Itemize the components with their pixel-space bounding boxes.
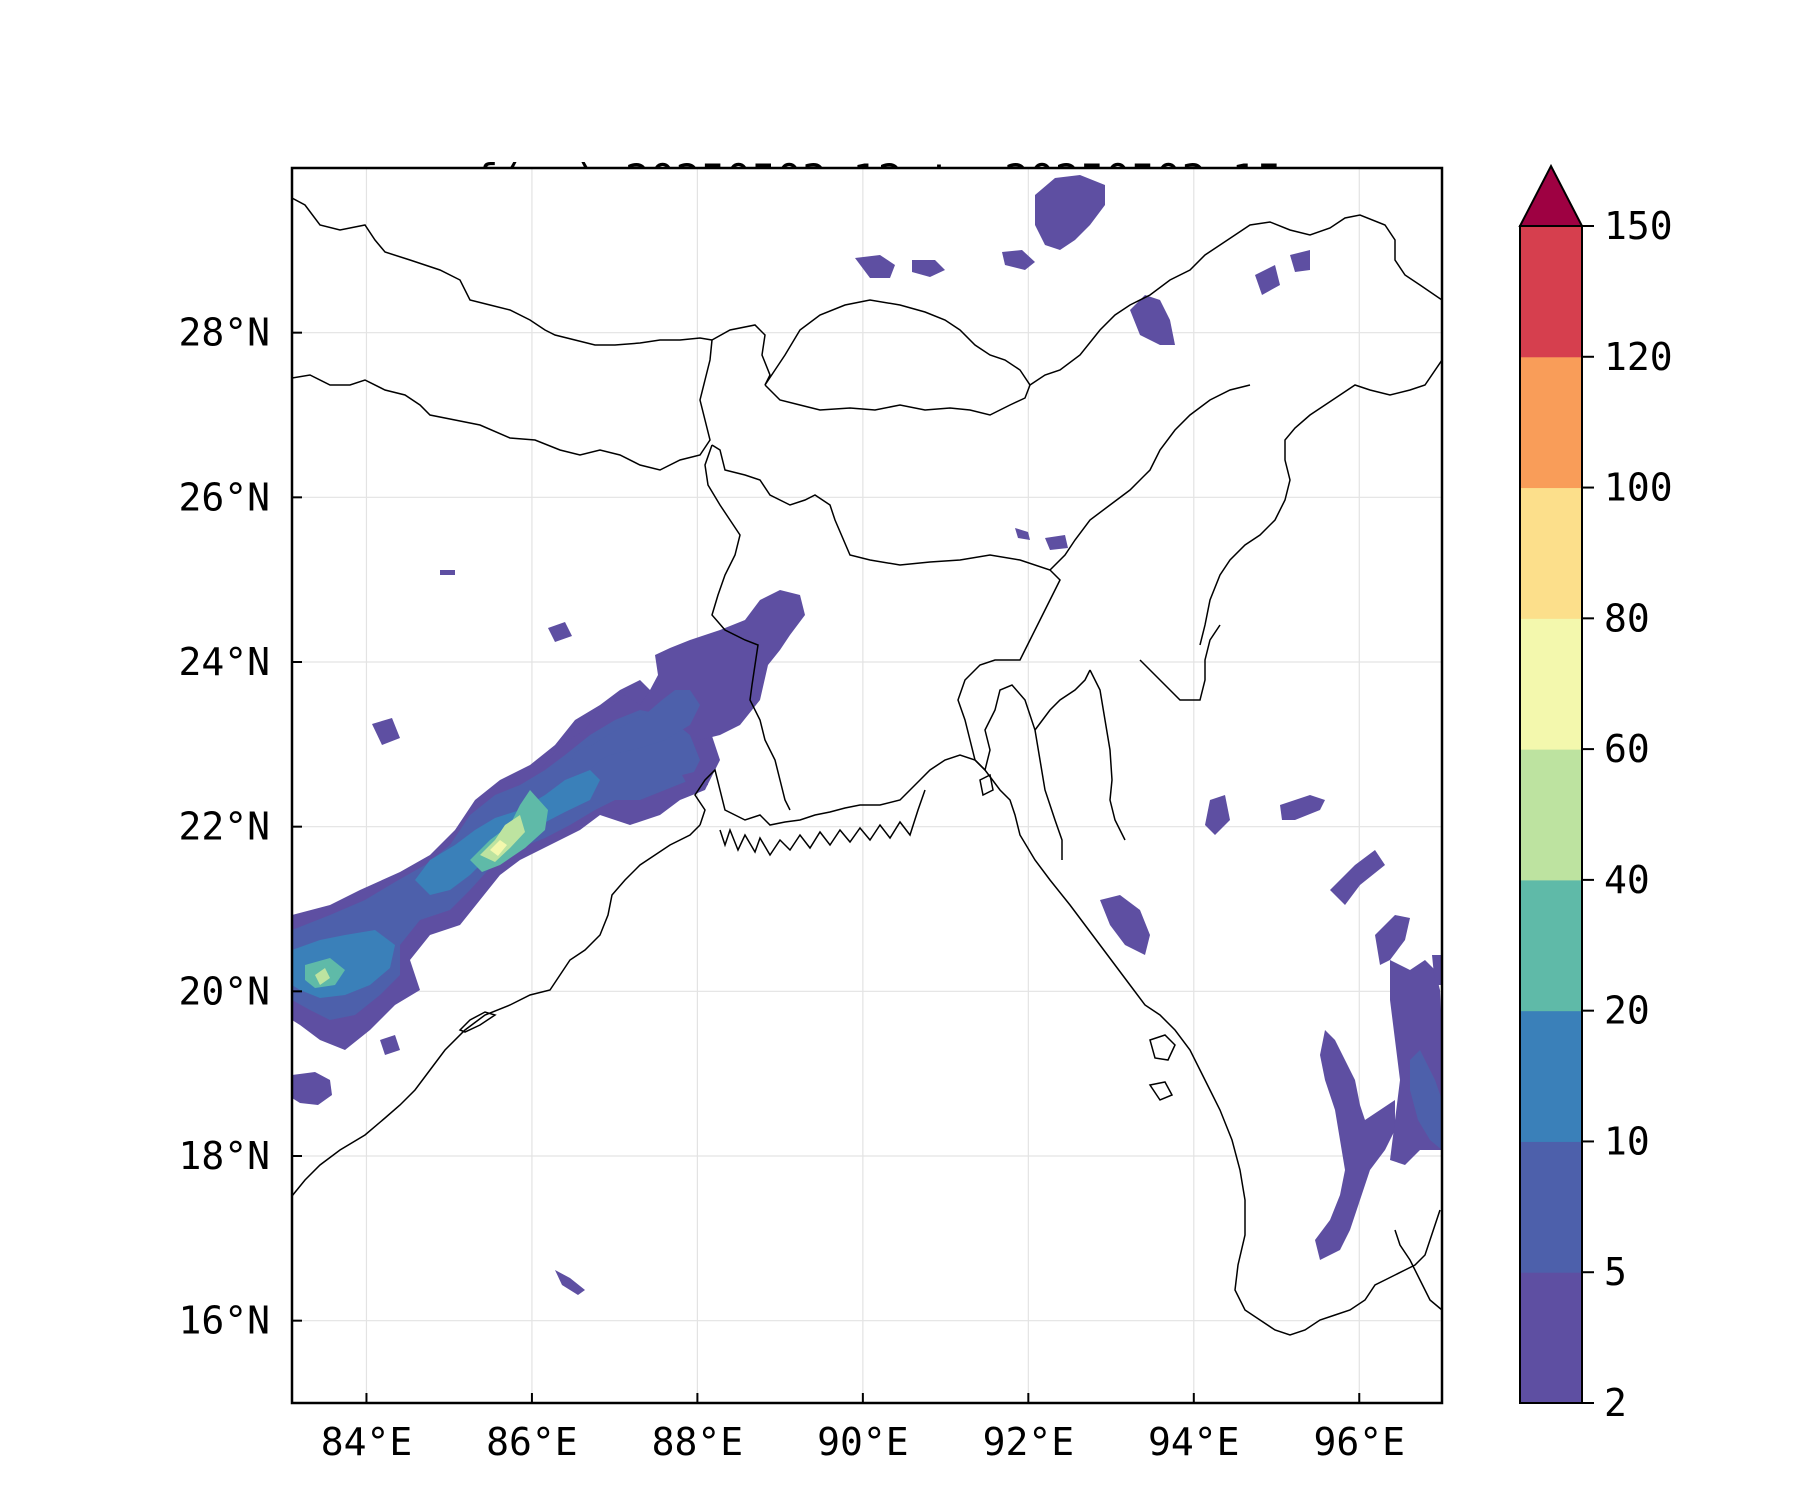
rain-patch-n-5 — [568, 745, 600, 775]
colorbar-tick-label: 5 — [1604, 1250, 1627, 1294]
y-tick-label: 20°N — [178, 969, 270, 1013]
colorbar-bin — [1520, 487, 1582, 619]
coastline-chilika — [458, 1011, 497, 1033]
map-frame — [290, 166, 1444, 1405]
colorbar-tick-label: 80 — [1604, 596, 1650, 640]
colorbar-bin — [1520, 356, 1582, 489]
colorbar-tick-label: 60 — [1604, 727, 1650, 771]
island-hatiya — [979, 773, 994, 797]
rain-patch-odisha-small — [380, 1035, 400, 1055]
rain-patch-bay — [555, 1270, 585, 1295]
x-tick-label: 88°E — [652, 1420, 744, 1464]
x-tick-label: 94°E — [1148, 1420, 1240, 1464]
rain-patch-assam — [1015, 528, 1030, 540]
x-tick-label: 86°E — [486, 1420, 578, 1464]
border-bangladesh-west — [704, 444, 791, 811]
colorbar-tick-label: 100 — [1604, 466, 1673, 510]
coastlines-borders — [292, 197, 1442, 1336]
border-bangladesh — [711, 444, 1063, 860]
rain-patch-mizoram — [1205, 795, 1230, 835]
border-arunachal-north — [1029, 214, 1442, 386]
coastline-bengal — [694, 754, 1441, 1336]
rain-patch-tibet4 — [1002, 250, 1035, 270]
rain-patch-myanmar-ne — [1330, 850, 1385, 905]
x-tick-label: 96°E — [1314, 1420, 1406, 1464]
island-ramree — [1148, 1081, 1174, 1101]
colorbar-extend-triangle — [1518, 163, 1584, 227]
y-tick-label: 18°N — [178, 1134, 270, 1178]
border-sikkim — [711, 324, 771, 386]
colorbar-tick-label: 20 — [1604, 989, 1650, 1033]
colorbar: 2 5 10 20 40 60 80 100 120 150 — [1518, 163, 1673, 1425]
rain-patch-arunachal2 — [1255, 265, 1280, 295]
x-tick-label: 84°E — [321, 1420, 413, 1464]
colorbar-frame — [1519, 225, 1583, 1404]
x-tick-label: 90°E — [817, 1420, 909, 1464]
delta-creeks — [719, 789, 926, 857]
y-tick-label: 28°N — [178, 311, 270, 355]
colorbar-bin — [1520, 1141, 1582, 1273]
island-cheduba — [1149, 1034, 1176, 1061]
y-tick-labels: 16°N 18°N 20°N 22°N 24°N 26°N 28°N — [178, 311, 270, 1343]
rain-patch-arunachal3 — [1290, 250, 1310, 272]
border-myanmar-north — [1199, 359, 1442, 646]
rain-patch-tibet3 — [912, 260, 945, 277]
border-myanmar-east — [1394, 1229, 1442, 1311]
rain-band-myanmar-e5 — [1410, 1050, 1442, 1150]
rain-band-ne — [540, 590, 805, 770]
y-tick-label: 26°N — [178, 475, 270, 519]
rain-patch-jh2 — [548, 622, 572, 642]
x-tick-labels: 84°E 86°E 88°E 90°E 92°E 94°E 96°E — [321, 1420, 1405, 1464]
rain-patch-sw — [292, 1072, 332, 1105]
colorbar-bin — [1520, 1272, 1582, 1404]
y-tick-label: 22°N — [178, 805, 270, 849]
rain-patch-tibet1 — [1035, 175, 1105, 250]
rain-core-60 — [490, 840, 507, 856]
colorbar-tick-label: 2 — [1604, 1381, 1627, 1425]
border-tripura — [1034, 669, 1091, 731]
colorbar-tick-label: 120 — [1604, 335, 1673, 379]
colorbar-tick-label: 40 — [1604, 858, 1650, 902]
rain-patch-ne-5 — [570, 690, 700, 765]
rain-patch-jh1 — [372, 718, 400, 745]
border-manipur — [1139, 624, 1221, 701]
rain-patch-tibet2 — [855, 255, 895, 278]
rain-patch-arunachal — [1130, 295, 1175, 345]
rainfall-field — [292, 175, 1442, 1295]
coastline-india-east — [292, 824, 701, 1197]
colorbar-bin — [1520, 618, 1582, 750]
colorbar-tick-label: 150 — [1604, 204, 1673, 248]
y-tick-label: 24°N — [178, 640, 270, 684]
colorbar-bin — [1520, 1010, 1582, 1142]
rain-patch-bay-small — [1432, 955, 1442, 985]
rain-core-40b — [315, 968, 330, 985]
border-bhutan — [764, 299, 1031, 416]
rain-patch-myanmar-w — [1100, 895, 1150, 955]
border-nepal-north — [292, 197, 713, 346]
border-nepal-south — [292, 339, 713, 471]
rain-patch-bihar — [440, 570, 455, 575]
border-mizoram — [1089, 669, 1126, 841]
gridlines — [292, 168, 1442, 1403]
y-tick-label: 16°N — [178, 1299, 270, 1343]
colorbar-bin — [1520, 879, 1582, 1012]
colorbar-bin — [1520, 226, 1582, 358]
colorbar-tick-label: 10 — [1604, 1119, 1650, 1163]
rain-patch-myanmar-n — [1280, 795, 1325, 820]
axis-ticks — [292, 331, 1361, 1403]
rain-patch-myanmar-e — [1375, 915, 1410, 965]
x-tick-label: 92°E — [983, 1420, 1075, 1464]
rain-band-myanmar — [1315, 1030, 1395, 1260]
border-assam — [1049, 384, 1251, 571]
colorbar-bin — [1520, 749, 1582, 881]
rain-patch-assam2 — [1045, 535, 1068, 550]
map-panel — [292, 168, 1442, 1403]
